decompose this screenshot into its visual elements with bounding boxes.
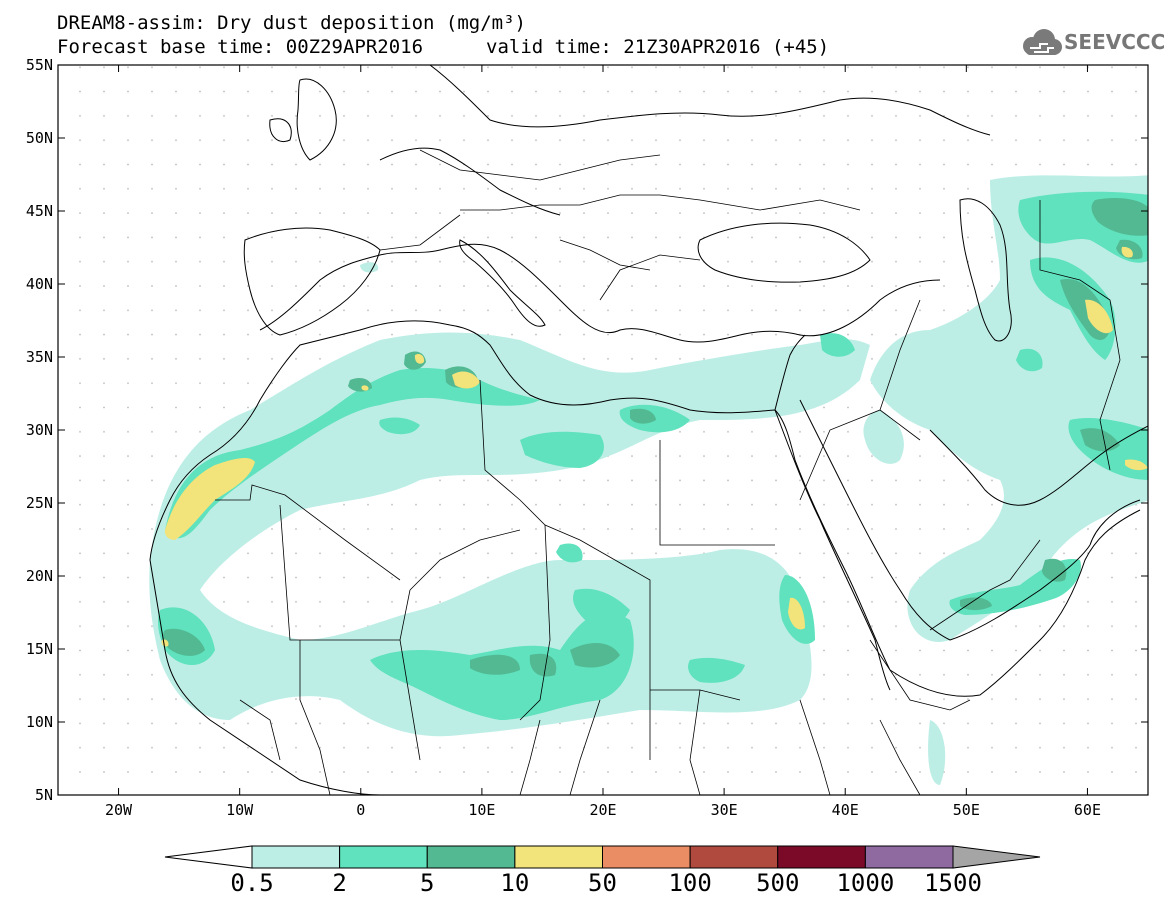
lat-tick-label: 55N: [26, 56, 53, 74]
dust-fields: [149, 175, 1148, 785]
dust-level-10: [161, 246, 1148, 647]
lat-tick-label: 30N: [26, 421, 53, 439]
colorbar-label: 0.5: [230, 869, 274, 897]
lon-tick-label: 20W: [105, 801, 133, 819]
lat-tick-label: 20N: [26, 567, 53, 585]
lat-tick-label: 25N: [26, 494, 53, 512]
lat-tick-label: 40N: [26, 275, 53, 293]
forecast-base-time: Forecast base time: 00Z29APR2016: [57, 36, 424, 58]
coastlines: [149, 65, 1148, 795]
lat-tick-label: 35N: [26, 348, 53, 366]
colorbar-label: 500: [756, 869, 800, 897]
dust-level-5: [163, 198, 1148, 677]
lon-tick-label: 20E: [589, 801, 616, 819]
dust-deposition-map: 20W 10W 0 10E 20E 30E 40E 50E 60E 55N 50N 45N 40N 35N…: [26, 56, 1149, 819]
lat-tick-label: 45N: [26, 202, 53, 220]
map-title: DREAM8-assim: Dry dust deposition (mg/m³…: [57, 12, 526, 34]
colorbar-label: 50: [588, 869, 617, 897]
lon-tick-label: 10W: [226, 801, 254, 819]
lat-tick-label: 10N: [26, 713, 53, 731]
colorbar-label: 2: [332, 869, 347, 897]
country-borders: [215, 149, 1121, 795]
lon-tick-label: 50E: [953, 801, 980, 819]
lon-tick-label: 40E: [832, 801, 859, 819]
cloud-logo-icon: [1023, 29, 1062, 55]
logo-text: SEEVCCC: [1064, 30, 1165, 54]
colorbar-label: 1500: [924, 869, 982, 897]
lon-tick-label: 0: [356, 801, 365, 819]
lat-tick-label: 50N: [26, 129, 53, 147]
colorbar-label: 10: [500, 869, 530, 897]
lon-tick-label: 60E: [1074, 801, 1101, 819]
colorbar-label: 1000: [836, 869, 895, 897]
valid-time: valid time: 21Z30APR2016 (+45): [486, 36, 830, 58]
lon-tick-label: 10E: [468, 801, 495, 819]
lat-tick-label: 5N: [35, 786, 53, 804]
colorbar-label: 5: [420, 869, 435, 897]
lat-tick-label: 15N: [26, 640, 53, 658]
lon-tick-label: 30E: [711, 801, 738, 819]
axis-ticks: 20W 10W 0 10E 20E 30E 40E 50E 60E 55N 50N 45N 40N 35N…: [26, 56, 1148, 819]
colorbar-label: 100: [668, 869, 712, 897]
